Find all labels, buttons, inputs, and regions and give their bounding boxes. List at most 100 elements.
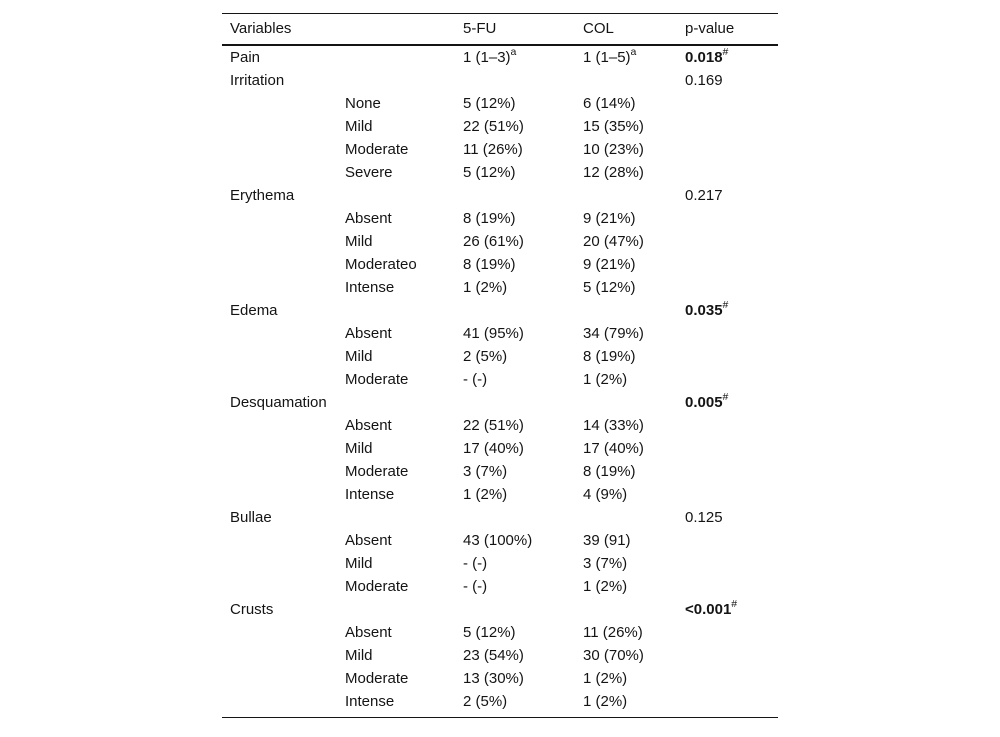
cell-5fu: 2 (5%) bbox=[463, 345, 583, 368]
cell-sublabel-text: Intense bbox=[345, 486, 395, 503]
cell-col: 34 (79%) bbox=[583, 322, 685, 345]
superscript-marker: a bbox=[630, 46, 637, 58]
table-row: Moderateo 8 (19%) 9 (21%) bbox=[222, 253, 778, 276]
cell-col: 1 (2%) bbox=[583, 667, 685, 690]
cell-col: 20 (47%) bbox=[583, 230, 685, 253]
cell-variable-text: Irritation bbox=[230, 72, 285, 89]
cell-pvalue: <0.001# bbox=[685, 598, 778, 621]
cell-sublabel-text: Moderate bbox=[345, 578, 409, 595]
cell-variable-text: Pain bbox=[230, 49, 261, 66]
cell-sublabel: Mild bbox=[345, 552, 463, 575]
cell-5fu: 41 (95%) bbox=[463, 322, 583, 345]
cell-sublabel-text: Mild bbox=[345, 647, 373, 664]
cell-5fu-text: 8 (19%) bbox=[463, 210, 516, 227]
cell-col: 6 (14%) bbox=[583, 92, 685, 115]
results-table: Variables 5-FU COL p-value Pain 1 (1–3)a 1… bbox=[222, 13, 778, 718]
cell-col-text: 12 (28%) bbox=[583, 164, 644, 181]
cell-sublabel: Absent bbox=[345, 414, 463, 437]
cell-5fu-text: 1 (1–3) bbox=[463, 49, 511, 66]
table-row: Moderate - (-) 1 (2%) bbox=[222, 575, 778, 598]
cell-sublabel: Severe bbox=[345, 161, 463, 184]
cell-col-text: 17 (40%) bbox=[583, 440, 644, 457]
cell-sublabel: Absent bbox=[345, 621, 463, 644]
cell-sublabel-text: Severe bbox=[345, 164, 393, 181]
cell-col: 9 (21%) bbox=[583, 207, 685, 230]
cell-sublabel-text: Absent bbox=[345, 417, 392, 434]
cell-pvalue-text: <0.001 bbox=[685, 601, 732, 618]
cell-sublabel-text: Mild bbox=[345, 348, 373, 365]
cell-variable: Bullae bbox=[222, 506, 345, 529]
cell-pvalue: 0.125 bbox=[685, 506, 778, 529]
cell-5fu-text: 5 (12%) bbox=[463, 164, 516, 181]
cell-col-text: 6 (14%) bbox=[583, 95, 636, 112]
cell-sublabel-text: None bbox=[345, 95, 381, 112]
cell-5fu: 1 (1–3)a bbox=[463, 46, 583, 69]
cell-pvalue: 0.217 bbox=[685, 184, 778, 207]
cell-col-text: 9 (21%) bbox=[583, 210, 636, 227]
cell-5fu-text: 23 (54%) bbox=[463, 647, 524, 664]
cell-5fu: 43 (100%) bbox=[463, 529, 583, 552]
superscript-marker: a bbox=[510, 46, 517, 58]
cell-col: 8 (19%) bbox=[583, 460, 685, 483]
cell-sublabel-text: Absent bbox=[345, 532, 392, 549]
cell-5fu-text: 41 (95%) bbox=[463, 325, 524, 342]
cell-5fu-text: 11 (26%) bbox=[463, 141, 523, 158]
cell-col-text: 20 (47%) bbox=[583, 233, 644, 250]
table-row: Mild 2 (5%) 8 (19%) bbox=[222, 345, 778, 368]
cell-pvalue-text: 0.035 bbox=[685, 302, 723, 319]
cell-sublabel: Intense bbox=[345, 483, 463, 506]
cell-sublabel-text: Moderate bbox=[345, 141, 409, 158]
cell-col: 1 (2%) bbox=[583, 575, 685, 598]
table-header-row: Variables 5-FU COL p-value bbox=[222, 14, 778, 46]
cell-5fu: 22 (51%) bbox=[463, 414, 583, 437]
cell-sublabel-text: Moderate bbox=[345, 371, 409, 388]
cell-5fu: 23 (54%) bbox=[463, 644, 583, 667]
cell-5fu-text: 1 (2%) bbox=[463, 486, 508, 503]
table-row: None 5 (12%) 6 (14%) bbox=[222, 92, 778, 115]
cell-variable-text: Desquamation bbox=[230, 394, 327, 411]
cell-5fu-text: 5 (12%) bbox=[463, 95, 516, 112]
cell-5fu-text: 43 (100%) bbox=[463, 532, 533, 549]
cell-col: 10 (23%) bbox=[583, 138, 685, 161]
cell-col: 1 (1–5)a bbox=[583, 46, 685, 69]
cell-sublabel: None bbox=[345, 92, 463, 115]
cell-col: 17 (40%) bbox=[583, 437, 685, 460]
header-variables: Variables bbox=[230, 20, 292, 37]
cell-5fu-text: - (-) bbox=[463, 555, 488, 572]
cell-pvalue-text: 0.125 bbox=[685, 509, 723, 526]
cell-variable-text: Bullae bbox=[230, 509, 272, 526]
cell-col-text: 30 (70%) bbox=[583, 647, 644, 664]
cell-5fu: 5 (12%) bbox=[463, 161, 583, 184]
cell-pvalue: 0.035# bbox=[685, 299, 778, 322]
cell-pvalue: 0.169 bbox=[685, 69, 778, 92]
cell-5fu-text: 5 (12%) bbox=[463, 624, 516, 641]
cell-col: 9 (21%) bbox=[583, 253, 685, 276]
cell-5fu: 5 (12%) bbox=[463, 92, 583, 115]
table-row: Crusts <0.001# bbox=[222, 598, 778, 621]
table-row: Moderate 3 (7%) 8 (19%) bbox=[222, 460, 778, 483]
table-row: Irritation 0.169 bbox=[222, 69, 778, 92]
table-row: Intense 1 (2%) 5 (12%) bbox=[222, 276, 778, 299]
table-row: Moderate - (-) 1 (2%) bbox=[222, 368, 778, 391]
cell-5fu: 22 (51%) bbox=[463, 115, 583, 138]
header-5fu: 5-FU bbox=[463, 20, 497, 37]
cell-sublabel: Moderate bbox=[345, 667, 463, 690]
cell-sublabel: Moderate bbox=[345, 575, 463, 598]
cell-sublabel: Intense bbox=[345, 276, 463, 299]
cell-sublabel: Mild bbox=[345, 230, 463, 253]
cell-5fu-text: 8 (19%) bbox=[463, 256, 516, 273]
cell-5fu: 26 (61%) bbox=[463, 230, 583, 253]
cell-sublabel: Mild bbox=[345, 437, 463, 460]
cell-col-text: 15 (35%) bbox=[583, 118, 644, 135]
cell-5fu: 1 (2%) bbox=[463, 276, 583, 299]
cell-5fu-text: 22 (51%) bbox=[463, 118, 524, 135]
table-row: Intense 1 (2%) 4 (9%) bbox=[222, 483, 778, 506]
superscript-marker: # bbox=[722, 46, 729, 58]
table-row: Absent 8 (19%) 9 (21%) bbox=[222, 207, 778, 230]
cell-sublabel-text: Mild bbox=[345, 118, 373, 135]
table-row: Mild 23 (54%) 30 (70%) bbox=[222, 644, 778, 667]
cell-sublabel-text: Intense bbox=[345, 693, 395, 710]
table-row: Severe 5 (12%) 12 (28%) bbox=[222, 161, 778, 184]
header-col: COL bbox=[583, 20, 614, 37]
cell-col-text: 14 (33%) bbox=[583, 417, 644, 434]
